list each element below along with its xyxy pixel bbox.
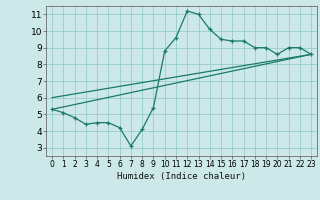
X-axis label: Humidex (Indice chaleur): Humidex (Indice chaleur) bbox=[117, 172, 246, 181]
